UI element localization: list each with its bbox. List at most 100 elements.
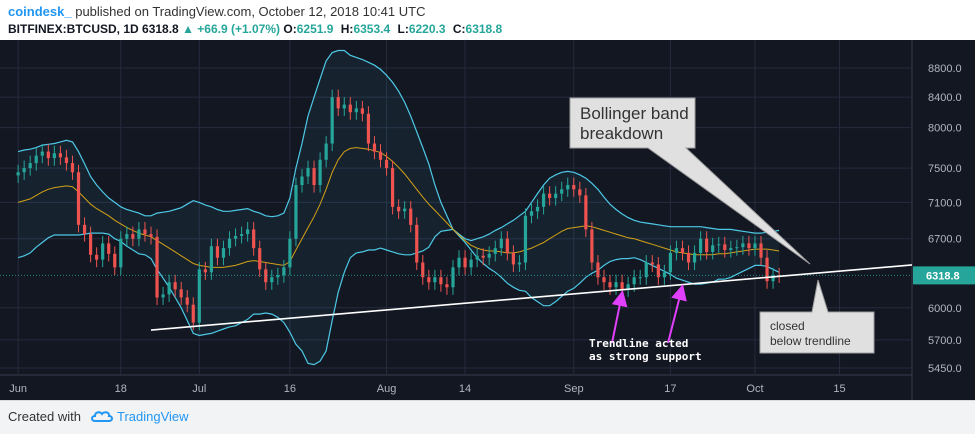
close-value: 6318.8 — [465, 22, 503, 36]
callout-closed-line1: closed — [770, 319, 805, 333]
time-axis[interactable] — [0, 375, 912, 400]
candle-body — [686, 252, 691, 263]
price-axis[interactable] — [912, 40, 975, 400]
x-tick-label: Jul — [192, 383, 206, 395]
candle-body — [155, 236, 159, 298]
candle-body — [191, 304, 195, 323]
candle-body — [481, 255, 485, 258]
candle-body — [64, 157, 69, 164]
candle-body — [252, 229, 256, 249]
candle-body — [161, 294, 165, 298]
candle-body — [131, 234, 135, 239]
username-link[interactable]: coindesk_ — [8, 4, 72, 19]
candle-body — [469, 259, 473, 268]
candle-body — [107, 243, 111, 254]
candle-body — [203, 269, 207, 273]
last-price: 6318.8 — [142, 22, 179, 36]
candle-body — [463, 257, 467, 268]
price-change: +66.9 (+1.07%) — [197, 22, 281, 36]
candle-body — [173, 282, 177, 290]
x-tick-label: 16 — [284, 383, 296, 395]
candle-body — [699, 238, 703, 253]
candle-body — [741, 243, 745, 248]
x-tick-label: Jun — [9, 383, 27, 395]
candle-body — [324, 143, 328, 160]
candle-body — [517, 262, 522, 265]
trendline — [150, 264, 913, 331]
candle-body — [342, 104, 346, 109]
candle-body — [336, 97, 340, 109]
candle-body — [209, 246, 213, 273]
candle-body — [602, 277, 606, 283]
x-tick-label: 14 — [459, 383, 471, 395]
candle-body — [439, 277, 443, 285]
candle-body — [650, 262, 654, 265]
x-tick-label: 18 — [115, 383, 127, 395]
candle-body — [76, 172, 81, 225]
publish-line: coindesk_ published on TradingView.com, … — [8, 4, 425, 19]
candle-body — [397, 206, 401, 212]
x-tick-label: 15 — [833, 383, 845, 395]
candle-body — [487, 253, 491, 258]
candle-body — [276, 275, 280, 278]
tradingview-link[interactable]: TradingView — [117, 409, 189, 424]
candle-body — [590, 229, 594, 263]
candle-body — [596, 262, 600, 278]
symbol-line: BITFINEX:BTCUSD, 1D 6318.8 ▲ +66.9 (+1.0… — [8, 22, 506, 36]
y-tick-label: 5700.0 — [928, 335, 962, 347]
candle-body — [541, 193, 546, 207]
candle-body — [306, 168, 310, 177]
candle-body — [421, 262, 425, 278]
candle-body — [620, 282, 624, 290]
candle-body — [378, 151, 383, 160]
candle-body — [771, 275, 775, 282]
chart-header: coindesk_ published on TradingView.com, … — [0, 0, 975, 40]
candle-body — [445, 284, 449, 288]
candle-body — [572, 185, 576, 190]
candle-body — [215, 246, 220, 258]
candle-body — [294, 185, 298, 239]
candle-body — [433, 277, 437, 283]
candle-body — [427, 277, 431, 283]
candle-body — [384, 159, 389, 169]
candle-body — [747, 243, 751, 249]
candle-body — [233, 235, 238, 239]
candle-body — [227, 238, 232, 249]
candle-body — [632, 277, 636, 285]
candle-body — [493, 248, 497, 254]
callout-closed-line2: below trendline — [770, 334, 851, 348]
candle-body — [300, 176, 304, 186]
change-up-icon: ▲ — [182, 22, 194, 36]
candle-body — [52, 153, 56, 159]
candle-body — [717, 244, 721, 246]
candle-body — [692, 252, 697, 263]
candle-body — [360, 108, 364, 114]
tradingview-cloud-icon[interactable] — [90, 409, 114, 428]
candle-body — [735, 247, 739, 249]
candle-body — [34, 155, 38, 164]
candle-body — [415, 224, 419, 263]
candles — [16, 89, 781, 331]
candle-body — [554, 193, 558, 199]
symbol-label[interactable]: BITFINEX:BTCUSD, 1D — [8, 22, 139, 36]
candle-body — [185, 297, 189, 305]
callout-bollinger-box — [569, 97, 811, 265]
candle-body — [22, 168, 26, 173]
bollinger-upper-line — [17, 49, 780, 242]
candle-body — [680, 248, 685, 253]
candle-body — [535, 206, 540, 212]
close-label: C: — [452, 22, 466, 36]
candle-body — [143, 229, 147, 235]
candle-body — [40, 151, 44, 156]
open-value: 6251.9 — [296, 22, 334, 36]
candle-body — [560, 189, 564, 194]
open-label: O: — [283, 22, 297, 36]
candle-body — [288, 238, 292, 268]
candle-body — [390, 168, 395, 207]
x-tick-label: Aug — [377, 383, 397, 395]
published-text: published on TradingView.com, October 12… — [75, 4, 426, 19]
high-label: H: — [340, 22, 354, 36]
candle-body — [82, 224, 87, 235]
